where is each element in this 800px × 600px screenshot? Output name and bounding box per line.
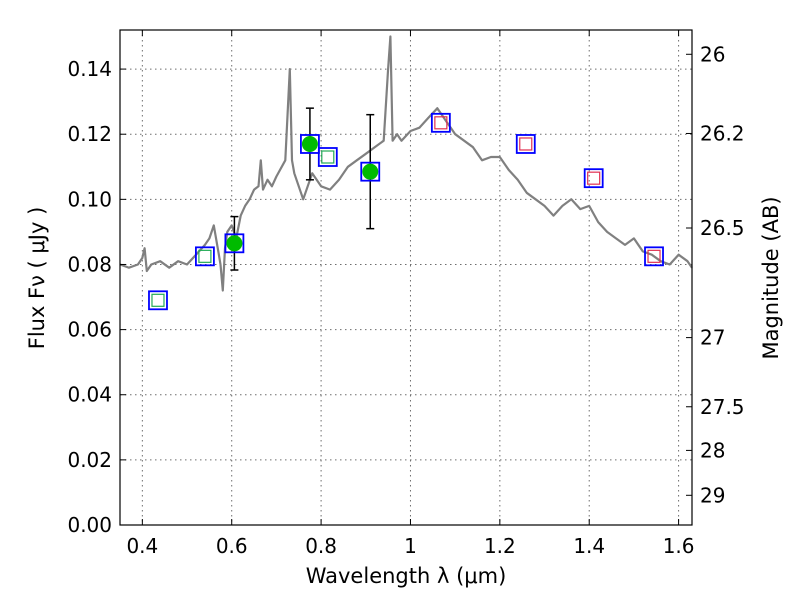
model-photometry-square [224,233,245,254]
detection-point [362,163,379,180]
y-tick-label: 0.00 [67,513,112,537]
y2-tick-label: 28 [700,438,725,462]
x-axis-title: Wavelength λ (μm) [306,564,507,588]
model-photometry-square [430,112,451,133]
y-tick-label: 0.08 [67,252,112,276]
model-photometry-square [148,290,168,311]
x-tick-label: 1.6 [663,534,695,558]
inner-marker-square [198,249,212,263]
model-sed-line [119,35,693,292]
model-photometry-square [515,134,536,154]
y-tick-label: 0.12 [67,122,112,146]
y2-tick-label: 27.5 [700,395,745,419]
y2-tick-label: 29 [700,483,725,507]
detection-point [226,235,243,252]
model-photometry-square [195,246,215,267]
y2-axis-title: Magnitude (AB) [759,196,783,359]
y-tick-label: 0.10 [67,187,112,211]
y2-tick-label: 26.2 [700,121,745,145]
y-axis-title: Flux Fν ( μJy ) [25,207,49,350]
series-layer [119,35,693,311]
y-tick-label: 0.14 [67,57,112,81]
y2-tick-label: 27 [700,326,725,350]
model-photometry-square [300,134,320,154]
inner-marker-square [434,116,448,130]
grid-layer [120,30,692,525]
y-tick-label: 0.02 [67,448,112,472]
x-tick-label: 0.4 [126,534,158,558]
inner-marker-square [587,171,601,185]
plot-frame [119,29,693,526]
x-tick-label: 1 [404,534,417,558]
x-tick-label: 1.4 [573,534,605,558]
axis-layer: 0.4 0.6 0.8 1 1.2 1.4 1.6 0.00 0.02 0.04 0.06 0.08 0… [67,30,745,558]
x-tick-label: 0.6 [216,534,248,558]
x-tick-label: 0.8 [305,534,337,558]
detection-point [301,135,318,152]
y-tick-label: 0.06 [67,318,112,342]
model-photometry-square [317,147,338,167]
model-photometry-square [583,168,604,189]
inner-marker-square [647,249,661,263]
y2-tick-label: 26.5 [700,216,745,240]
y-tick-label: 0.04 [67,383,112,407]
x-tick-label: 1.2 [484,534,516,558]
model-photometry-square [644,246,664,267]
model-photometry-square [360,161,381,182]
inner-marker-square [321,150,335,164]
inner-marker-square [519,137,533,151]
y2-tick-label: 26 [700,42,725,66]
inner-marker-square [151,293,165,307]
